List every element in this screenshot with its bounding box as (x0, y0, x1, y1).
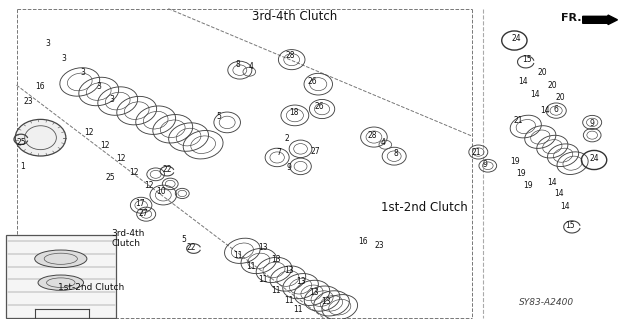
Text: 13: 13 (321, 297, 332, 306)
Text: 9: 9 (590, 119, 595, 128)
Text: 28: 28 (285, 51, 295, 60)
Text: 5: 5 (182, 235, 186, 244)
Text: 14: 14 (531, 90, 540, 99)
Text: 3: 3 (46, 39, 51, 48)
Text: 21: 21 (514, 116, 523, 125)
Ellipse shape (38, 275, 84, 290)
Text: 26: 26 (314, 102, 324, 111)
FancyArrow shape (583, 15, 618, 25)
Bar (6, 235, 117, 318)
Text: 4: 4 (248, 61, 253, 70)
Text: 3rd-4th
Clutch: 3rd-4th Clutch (112, 228, 145, 248)
Text: 19: 19 (523, 181, 533, 190)
Text: 12: 12 (116, 154, 126, 163)
Ellipse shape (15, 119, 66, 156)
Text: 20: 20 (555, 93, 565, 102)
Text: 23: 23 (23, 97, 33, 106)
Text: 6: 6 (553, 105, 558, 114)
Text: 26: 26 (307, 77, 318, 86)
Text: 3: 3 (61, 53, 67, 62)
Text: 15: 15 (522, 55, 532, 64)
Text: 11: 11 (294, 305, 303, 314)
Text: 18: 18 (289, 108, 299, 117)
Text: 16: 16 (35, 82, 45, 91)
Text: 28: 28 (367, 131, 377, 140)
Text: 19: 19 (510, 157, 520, 166)
Text: 24: 24 (589, 154, 599, 163)
Text: 13: 13 (296, 277, 306, 286)
Text: 11: 11 (284, 296, 294, 305)
Text: 3: 3 (96, 82, 101, 91)
Text: 12: 12 (100, 141, 110, 150)
Text: 13: 13 (284, 266, 294, 276)
Text: 25: 25 (16, 138, 26, 147)
Text: 27: 27 (311, 147, 321, 156)
Text: 27: 27 (138, 209, 148, 218)
Text: 19: 19 (517, 169, 526, 178)
Text: 8: 8 (394, 149, 398, 158)
Text: 10: 10 (156, 188, 165, 196)
Text: 13: 13 (271, 255, 281, 264)
Text: 11: 11 (271, 286, 281, 295)
Text: 16: 16 (358, 237, 367, 246)
Text: 17: 17 (135, 198, 145, 207)
Text: 5: 5 (216, 113, 221, 122)
Text: 14: 14 (518, 77, 527, 86)
Text: 24: 24 (512, 35, 521, 44)
Text: 22: 22 (187, 243, 197, 252)
Text: 4: 4 (381, 138, 386, 147)
Text: 12: 12 (145, 181, 154, 190)
Text: 3rd-4th Clutch: 3rd-4th Clutch (252, 10, 337, 23)
Text: 12: 12 (129, 168, 138, 177)
Text: FR.: FR. (561, 13, 581, 23)
Text: 15: 15 (566, 221, 575, 230)
Text: 12: 12 (84, 128, 94, 137)
Text: 13: 13 (259, 243, 268, 252)
Text: 1st-2nd Clutch: 1st-2nd Clutch (381, 201, 468, 214)
Text: SY83-A2400: SY83-A2400 (519, 298, 574, 307)
Text: 20: 20 (538, 68, 547, 77)
Text: 14: 14 (560, 202, 570, 211)
Text: 23: 23 (374, 241, 384, 250)
Text: 7: 7 (276, 148, 281, 156)
Text: 1: 1 (20, 162, 25, 171)
Text: 9: 9 (286, 164, 291, 172)
Text: 11: 11 (233, 251, 243, 260)
Text: 1st-2nd Clutch: 1st-2nd Clutch (58, 283, 124, 292)
Text: 13: 13 (309, 288, 319, 297)
Text: 11: 11 (259, 275, 268, 284)
Text: 25: 25 (105, 173, 115, 182)
Text: 8: 8 (236, 60, 240, 69)
Text: 20: 20 (548, 81, 557, 90)
Text: 14: 14 (540, 106, 550, 115)
Text: 14: 14 (548, 178, 557, 187)
Text: 14: 14 (554, 189, 564, 198)
Ellipse shape (35, 250, 87, 268)
Text: 3: 3 (109, 95, 114, 104)
Text: 11: 11 (246, 262, 256, 271)
Text: 21: 21 (472, 148, 481, 156)
Text: 9: 9 (482, 160, 487, 169)
Text: 2: 2 (285, 134, 290, 143)
Text: 22: 22 (162, 165, 172, 174)
Text: 3: 3 (81, 68, 86, 77)
